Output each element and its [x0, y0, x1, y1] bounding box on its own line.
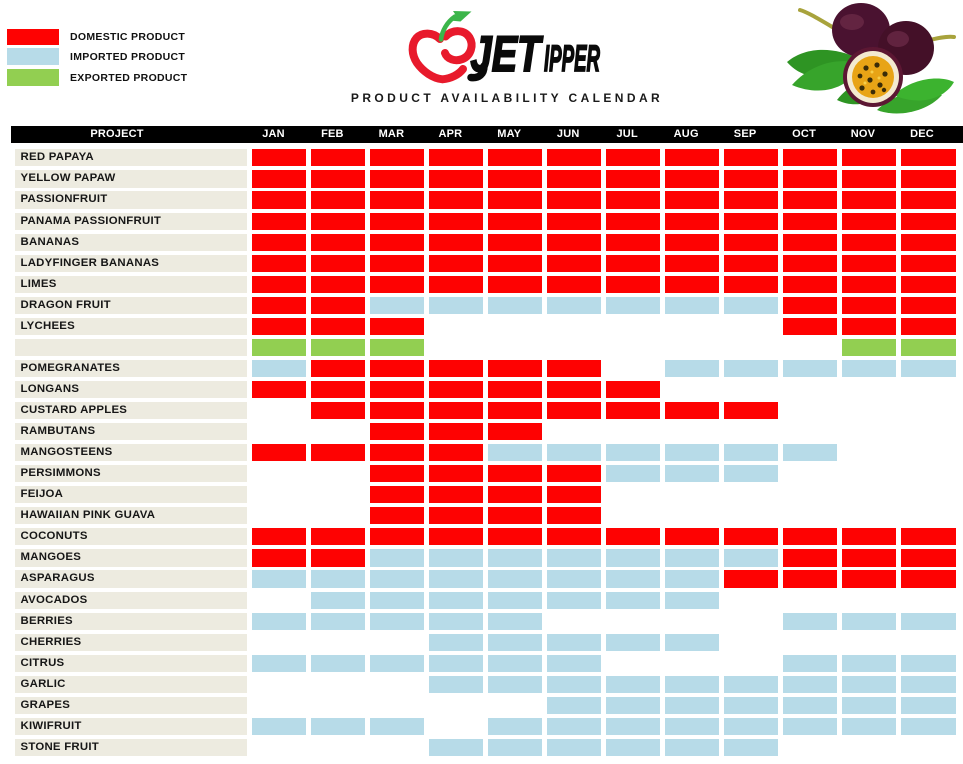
svg-text:JET: JET	[471, 26, 544, 82]
svg-text:IPPER: IPPER	[544, 38, 600, 79]
